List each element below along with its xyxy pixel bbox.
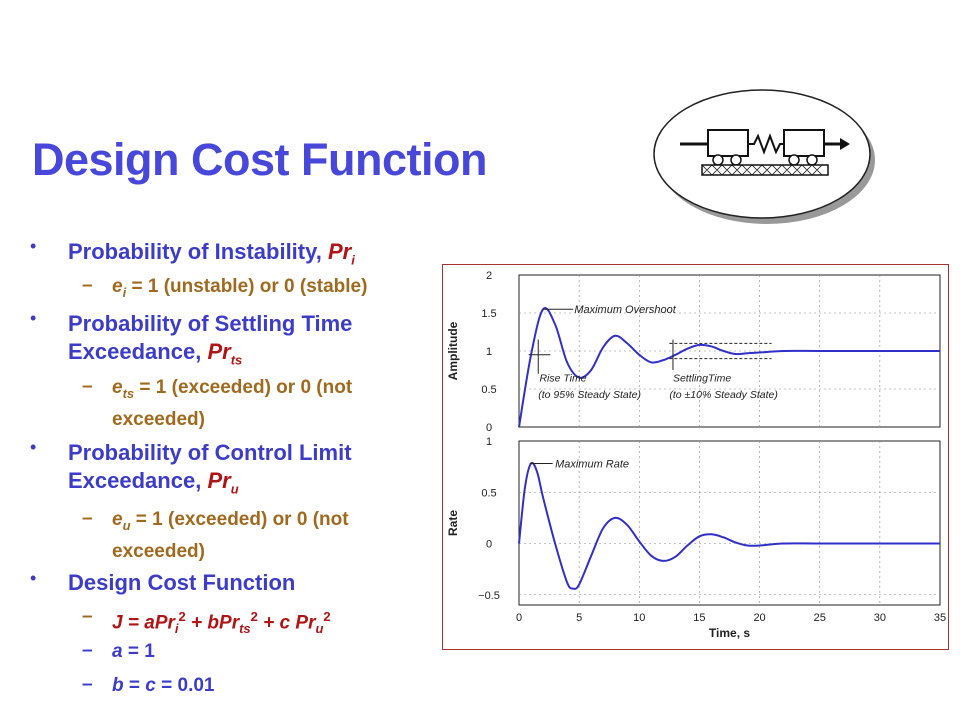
bullet-list: • Probability of Instability, Pri – ei =… [0,0,440,720]
x-tick-label: 10 [633,612,645,624]
y-axis-label: Amplitude [446,321,460,380]
sub-settling: ets = 1 (exceeded) or 0 (not exceeded) [112,377,353,430]
x-tick-label: 35 [934,612,946,624]
rise-time-label: Rise Time [539,372,586,384]
sub-cost-equation: J = aPri2 + bPrts2 + c Pru2 [112,609,331,637]
y-tick-label: 0 [486,422,492,434]
dash-marker: – [82,508,93,529]
x-tick-label: 0 [516,612,522,624]
x-tick-label: 25 [814,612,826,624]
bullet-dot: • [30,568,37,588]
response-charts: 2 1.5 1 0.5 0 Amplitude Maximum Overshoot Rise … [446,270,946,640]
bullet-instability: Probability of Instability, Pri [68,239,355,268]
sub-bc-value: b = c = 0.01 [112,675,215,696]
y-tick-label: 1 [486,346,492,358]
dash-marker: – [82,674,93,695]
bullet-dot: • [30,437,37,457]
overshoot-label: Maximum Overshoot [574,304,676,316]
sub-instability: ei = 1 (unstable) or 0 (stable) [112,276,368,300]
settling-label: SettlingTime [673,372,731,384]
dash-marker: – [82,606,93,627]
plot-frame [518,440,941,606]
y-tick-label: 1 [486,436,492,448]
rise-time-sublabel: (to 95% Steady State) [538,389,641,401]
bullet-cost: Design Cost Function [68,570,296,595]
y-tick-label: 2 [486,270,492,282]
sub-control: eu = 1 (exceeded) or 0 (not exceeded) [112,509,349,562]
bullet-settling: Probability of Settling Time Exceedance, … [68,311,353,368]
y-tick-label: −0.5 [478,590,500,602]
dash-marker: – [82,275,93,296]
bullet-dot: • [30,236,37,256]
response-figure: 2 1.5 1 0.5 0 Amplitude Maximum Overshoot Rise … [442,264,949,650]
x-tick-label: 15 [693,612,705,624]
y-tick-label: 1.5 [481,308,496,320]
vehicle-spring-logo [653,89,875,224]
y-tick-label: 0.5 [481,487,496,499]
dash-marker: – [82,640,93,661]
x-tick-label: 5 [576,612,582,624]
y-tick-label: 0.5 [481,384,496,396]
sub-a-value: a = 1 [112,641,155,662]
bullet-dot: • [30,308,37,328]
slide-title: Design Cost Function [32,134,488,185]
response-curve [518,461,940,590]
settling-sublabel: (to ±10% Steady State) [669,389,778,401]
y-tick-label: 0 [486,539,492,551]
max-rate-label: Maximum Rate [555,459,629,471]
bullet-control: Probability of Control Limit Exceedance, … [68,440,352,497]
x-tick-label: 30 [874,612,886,624]
dash-marker: – [82,376,93,397]
x-tick-label: 20 [753,612,765,624]
response-curve [518,307,940,428]
x-axis-label: Time, s [709,626,750,640]
y-axis-label: Rate [446,510,460,536]
